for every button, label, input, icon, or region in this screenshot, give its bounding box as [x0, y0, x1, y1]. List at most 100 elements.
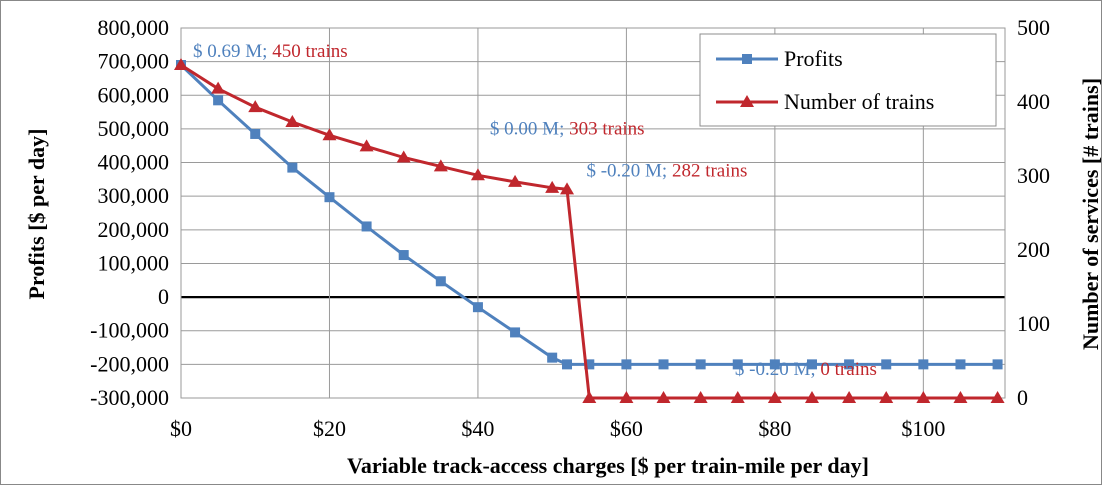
- trains-point: [953, 391, 968, 403]
- annotation-trains: 0 trains: [820, 359, 876, 380]
- profits-point: [806, 359, 817, 370]
- trains-point: [582, 391, 597, 403]
- annotation-layer: $ 0.69 M; 450 trains $ 0.00 M; 303 trains…: [193, 41, 877, 380]
- annotation-trains: 303 trains: [569, 118, 644, 139]
- y-tick-label: 200,000: [98, 217, 170, 242]
- y-tick-label: 700,000: [98, 49, 170, 74]
- trains-point: [804, 391, 819, 403]
- annotation-trains: 282 trains: [672, 160, 747, 181]
- profits-point: [472, 302, 483, 313]
- profits-point: [769, 359, 780, 370]
- trains-point: [990, 391, 1005, 403]
- x-axis-title: Variable track-access charges [$ per tra…: [347, 453, 869, 478]
- y2-tick-label: 200: [1017, 237, 1050, 262]
- series-line-profits: [179, 63, 998, 366]
- profits-point: [510, 327, 521, 338]
- trains-point: [767, 391, 782, 403]
- trains-point: [359, 139, 374, 152]
- trains-point: [248, 100, 263, 113]
- trains-point: [470, 168, 485, 181]
- trains-point: [619, 391, 634, 403]
- axis-layer: 800,000 700,000 600,000 500,000 400,000 300,0…: [90, 15, 1050, 441]
- legend-profits-marker: [742, 54, 752, 64]
- y2-axis-title: Number of services [# trains]: [1078, 78, 1102, 350]
- annotation-trains: 450 trains: [272, 41, 347, 62]
- trains-point: [396, 150, 411, 163]
- trains-point: [560, 182, 575, 195]
- trains-point: [508, 174, 523, 187]
- series-line-trains: [180, 63, 998, 400]
- x-tick-label: $20: [313, 416, 346, 441]
- y-tick-label: -300,000: [90, 385, 169, 410]
- trains-point: [842, 391, 857, 403]
- legend-profits-label: Profits: [784, 46, 843, 71]
- series-layer: [174, 58, 1005, 403]
- trains-point: [693, 391, 708, 403]
- profits-point: [398, 250, 409, 261]
- profits-point: [955, 359, 966, 370]
- x-tick-label: $100: [901, 416, 945, 441]
- profits-point: [547, 352, 558, 363]
- profits-point: [361, 221, 372, 232]
- trains-point: [211, 81, 226, 94]
- profits-point: [918, 359, 929, 370]
- profits-point: [213, 95, 224, 106]
- y-tick-label: -200,000: [90, 351, 169, 376]
- profits-point: [992, 359, 1003, 370]
- y-tick-label: 600,000: [98, 82, 170, 107]
- grid-layer: [180, 27, 1006, 399]
- trains-point: [433, 159, 448, 172]
- y-tick-label: -100,000: [90, 318, 169, 343]
- trains-point: [656, 391, 671, 403]
- trains-point: [285, 114, 300, 127]
- trains-point: [879, 391, 894, 403]
- annotation-profit: $ 0.69 M;: [193, 41, 272, 62]
- profits-point: [287, 162, 298, 173]
- profits-point: [250, 128, 261, 139]
- trains-point: [545, 180, 560, 193]
- legend-trains-label: Number of trains: [784, 89, 934, 114]
- legend-trains-marker: [740, 95, 754, 107]
- y-tick-label: 800,000: [98, 15, 170, 40]
- y-tick-label: 100,000: [98, 250, 170, 275]
- y2-tick-label: 400: [1017, 89, 1050, 114]
- x-tick-label: $60: [610, 416, 643, 441]
- x-tick-label: $80: [758, 416, 791, 441]
- y-tick-label: 500,000: [98, 116, 170, 141]
- profits-point: [881, 359, 892, 370]
- profits-point: [584, 359, 595, 370]
- y2-tick-label: 300: [1017, 163, 1050, 188]
- data-annotation: $ 0.69 M; 450 trains: [193, 41, 348, 62]
- profits-point: [621, 359, 632, 370]
- profits-point: [695, 359, 706, 370]
- annotation-profit: $ 0.00 M;: [490, 118, 569, 139]
- data-annotation: $ -0.20 M; 0 trains: [735, 359, 877, 380]
- annotation-profit: $ -0.20 M;: [735, 359, 821, 380]
- y-axis-title: Profits [$ per day]: [24, 129, 49, 300]
- legend-box: [699, 33, 997, 127]
- annotation-profit: $ -0.20 M;: [586, 160, 672, 181]
- y2-tick-label: 100: [1017, 311, 1050, 336]
- y-tick-label: 400,000: [98, 150, 170, 175]
- trains-point: [174, 58, 188, 70]
- legend: Profits Number of trains: [699, 33, 997, 127]
- y-tick-label: 0: [158, 284, 169, 309]
- profits-point: [658, 359, 669, 370]
- profits-point: [562, 359, 573, 370]
- profits-point: [732, 359, 743, 370]
- y2-tick-label: 0: [1017, 385, 1028, 410]
- trains-point: [322, 128, 337, 141]
- trains-point: [730, 391, 745, 403]
- data-annotation: $ -0.20 M; 282 trains: [586, 160, 747, 181]
- y-tick-label: 300,000: [98, 183, 170, 208]
- data-annotation: $ 0.00 M; 303 trains: [490, 118, 645, 139]
- profits-point: [324, 192, 335, 203]
- profits-point: [435, 276, 446, 287]
- y2-tick-label: 500: [1017, 15, 1050, 40]
- profits-point: [844, 359, 855, 370]
- x-tick-label: $0: [170, 416, 192, 441]
- x-tick-label: $40: [461, 416, 494, 441]
- trains-point: [916, 391, 931, 403]
